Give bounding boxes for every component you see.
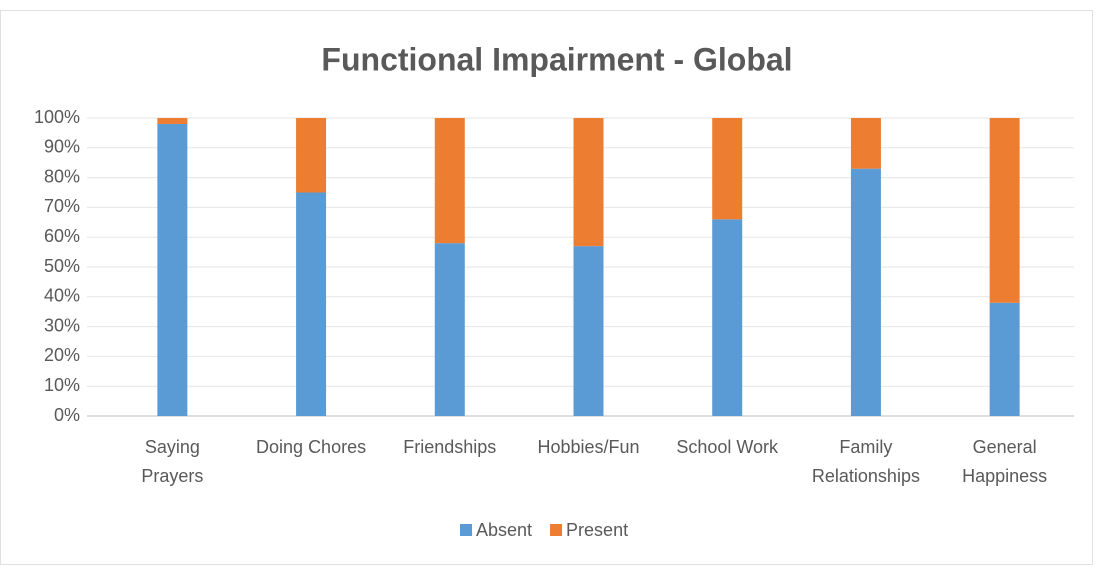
legend-swatch	[550, 524, 563, 536]
bar-segment	[296, 118, 327, 193]
y-tick-label: 60%	[44, 226, 80, 246]
bar-segment	[712, 219, 743, 416]
y-tick-label: 10%	[44, 375, 80, 395]
y-tick-label: 100%	[34, 107, 80, 127]
x-tick-label: Doing Chores	[256, 437, 366, 457]
x-tick-label: Hobbies/Fun	[537, 437, 639, 457]
x-tick-label: Friendships	[403, 437, 496, 457]
y-tick-label: 30%	[44, 315, 80, 335]
x-tick-label: School Work	[676, 437, 779, 457]
bar-segment	[573, 118, 604, 247]
bar-segment	[850, 168, 881, 416]
x-tick-label: Saying Prayers	[141, 437, 203, 486]
bar-segment	[712, 118, 743, 220]
x-tick-label: General Happiness	[962, 437, 1047, 486]
bar-segment	[989, 302, 1020, 416]
x-tick-label: Family Relationships	[812, 437, 920, 486]
legend-label: Absent	[476, 520, 532, 540]
bar-segment	[157, 118, 188, 124]
bar-segment	[296, 192, 327, 416]
bar-segment	[573, 246, 604, 416]
bar-segment	[157, 123, 188, 417]
bar-segment	[434, 243, 465, 416]
y-tick-label: 70%	[44, 196, 80, 216]
bar-segment	[850, 118, 881, 169]
y-tick-label: 0%	[54, 405, 80, 425]
y-tick-label: 80%	[44, 166, 80, 186]
y-tick-label: 90%	[44, 137, 80, 157]
bar-segment	[434, 118, 465, 244]
chart-title: Functional Impairment - Global	[321, 41, 792, 77]
legend-label: Present	[566, 520, 628, 540]
y-tick-label: 20%	[44, 345, 80, 365]
bar-segment	[989, 118, 1020, 303]
y-tick-label: 40%	[44, 286, 80, 306]
y-tick-label: 50%	[44, 256, 80, 276]
legend-swatch	[460, 524, 472, 536]
